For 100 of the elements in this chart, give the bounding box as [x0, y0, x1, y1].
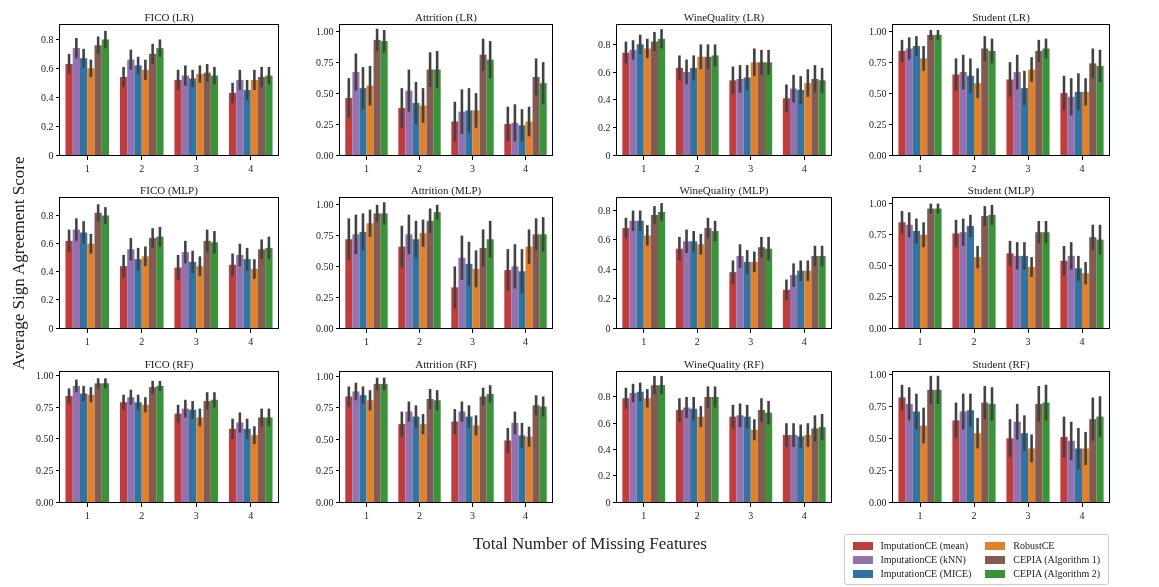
y-tick-label: 0.2: [598, 121, 611, 133]
bar: [419, 424, 427, 502]
bar: [974, 257, 982, 328]
chart-title: Student (LR): [972, 11, 1031, 24]
bar: [236, 79, 244, 155]
bar: [258, 249, 266, 328]
y-tick-label: 0.75: [869, 56, 887, 68]
bar: [366, 400, 374, 502]
bar: [1042, 232, 1050, 328]
bar: [412, 103, 420, 155]
x-tick-label: 4: [248, 509, 254, 521]
bar: [988, 403, 996, 502]
y-tick-label: 0.75: [316, 402, 334, 414]
y-tick-label: 0.75: [316, 56, 334, 68]
bar: [1096, 65, 1104, 155]
y-tick-label: 0.6: [41, 238, 54, 250]
bar: [658, 38, 666, 155]
bar: [196, 74, 204, 155]
bar: [682, 72, 691, 155]
bar: [1006, 253, 1014, 328]
bar: [265, 247, 273, 328]
y-tick-label: 0.75: [36, 401, 54, 413]
bar: [94, 383, 102, 502]
bar: [511, 422, 519, 502]
bar: [1028, 69, 1036, 155]
bar: [1089, 419, 1097, 502]
x-tick-label: 2: [139, 162, 145, 174]
bar: [479, 396, 487, 502]
y-tick-label: 0.8: [41, 210, 54, 222]
bar: [1060, 260, 1068, 328]
bar: [905, 403, 913, 502]
y-tick-label: 0.75: [316, 230, 334, 242]
bar: [736, 78, 744, 155]
bar: [352, 72, 360, 155]
bar: [203, 401, 211, 502]
bar: [141, 404, 150, 502]
bar: [525, 246, 533, 328]
bar: [72, 385, 80, 502]
bar: [398, 246, 406, 328]
bar: [818, 256, 826, 328]
bar: [697, 244, 705, 328]
bar: [87, 394, 95, 502]
bar: [818, 427, 826, 502]
bar: [181, 252, 189, 328]
y-tick-label: 1.00: [36, 370, 54, 382]
x-tick-label: 1: [364, 509, 369, 521]
bar: [174, 413, 182, 502]
bar: [675, 410, 683, 502]
bar: [952, 74, 960, 155]
bar: [72, 229, 80, 328]
bar: [465, 416, 473, 502]
x-tick-label: 1: [917, 162, 923, 174]
y-tick-label: 0.2: [598, 293, 611, 305]
bar: [479, 247, 487, 328]
bar: [366, 223, 374, 328]
bar: [765, 412, 773, 502]
y-tick-label: 0.50: [869, 87, 887, 99]
bar: [757, 62, 766, 155]
bar: [729, 272, 737, 328]
bar: [966, 225, 974, 328]
bar: [765, 62, 773, 155]
bar: [101, 383, 110, 502]
x-tick-label: 2: [694, 509, 700, 521]
bar: [675, 248, 683, 328]
legend-label: CEPIA (Algorithm 1): [1013, 554, 1100, 565]
y-tick-label: 0.25: [316, 465, 334, 477]
bar: [818, 80, 826, 155]
bar: [1089, 237, 1097, 328]
bar: [704, 56, 712, 155]
bar: [682, 407, 691, 502]
bar: [426, 69, 434, 155]
y-tick-label: 0.25: [869, 118, 887, 130]
bar: [804, 270, 812, 328]
y-tick-label: 0.00: [316, 496, 334, 508]
bar: [465, 263, 473, 328]
bar: [1060, 437, 1068, 502]
bar: [188, 78, 197, 155]
x-tick-label: 3: [1025, 162, 1031, 174]
chart-title: WineQuality (MLP): [679, 184, 769, 197]
y-tick-label: 1.00: [869, 198, 887, 210]
bar: [711, 231, 719, 328]
y-tick-label: 0.00: [869, 322, 887, 334]
y-tick-label: 0.50: [316, 433, 334, 445]
bar: [258, 77, 266, 155]
y-tick-label: 0.75: [869, 229, 887, 241]
bar: [750, 62, 758, 155]
bar: [412, 416, 420, 502]
x-tick-label: 3: [1025, 509, 1031, 521]
bar: [966, 410, 974, 502]
bar: [643, 398, 651, 502]
bar: [782, 435, 790, 502]
bar: [426, 220, 434, 328]
bar: [1096, 239, 1104, 328]
bar: [458, 411, 466, 502]
x-tick-label: 4: [801, 335, 807, 347]
bar: [811, 256, 819, 328]
y-tick-label: 0: [605, 322, 611, 334]
y-tick-label: 0.6: [598, 234, 611, 246]
y-tick-label: 0.8: [598, 38, 611, 50]
x-tick-label: 4: [801, 509, 807, 521]
